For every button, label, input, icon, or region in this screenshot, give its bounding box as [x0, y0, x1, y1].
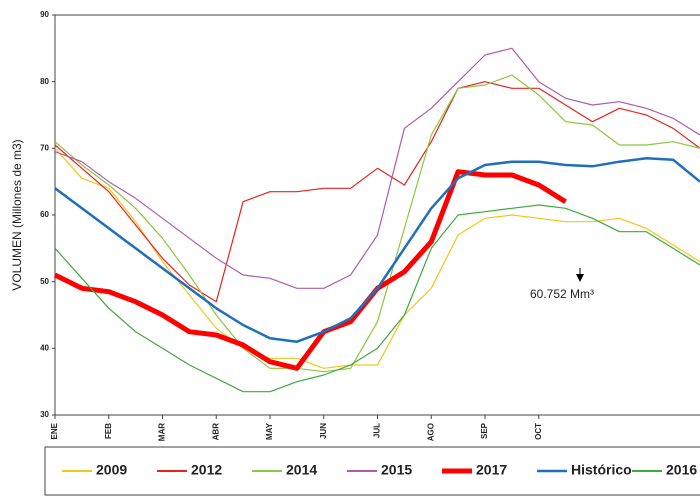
series-line: [54, 47, 700, 289]
annotation-arrowhead: [576, 274, 584, 282]
y-tick-label: 60: [40, 210, 49, 219]
x-tick-label: JUL: [373, 423, 382, 438]
x-tick-label: MAY: [265, 422, 274, 440]
x-tick-label: MAR: [158, 423, 167, 441]
legend-label: 2015: [381, 462, 412, 478]
legend-label: 2017: [476, 462, 507, 478]
x-tick-label: AGO: [426, 423, 435, 441]
annotation: 60.752 Mm³: [530, 287, 594, 301]
y-tick-label: 70: [40, 143, 49, 152]
y-tick-label: 30: [40, 410, 49, 419]
x-tick-label: JUN: [319, 423, 328, 439]
series-line: [54, 204, 700, 393]
legend-label: 2014: [286, 462, 317, 478]
x-tick-label: FEB: [104, 423, 113, 439]
series-line: [53, 169, 567, 371]
y-tick-label: 50: [40, 277, 49, 286]
y-tick-label: 80: [40, 77, 49, 86]
legend-label: 2009: [96, 462, 127, 478]
series-lines: [53, 47, 700, 393]
x-tick-label: SEP: [480, 422, 489, 439]
x-tick-label: ENE: [50, 422, 59, 439]
legend-label: 2016: [666, 462, 697, 478]
series-line: [54, 147, 700, 369]
y-axis-title: VOLUMEN (Millones de m3): [10, 139, 24, 290]
x-tick-label: ABR: [211, 423, 220, 441]
plot-frame: [54, 14, 700, 416]
y-tick-label: 40: [40, 343, 49, 352]
series-line: [54, 81, 700, 303]
x-tick-label: OCT: [534, 423, 543, 440]
legend-label: Histórico: [571, 462, 632, 478]
legend-box: [44, 446, 700, 496]
series-line: [54, 157, 700, 343]
legend-label: 2012: [191, 462, 222, 478]
y-tick-label: 90: [40, 10, 49, 19]
series-line: [54, 74, 700, 373]
